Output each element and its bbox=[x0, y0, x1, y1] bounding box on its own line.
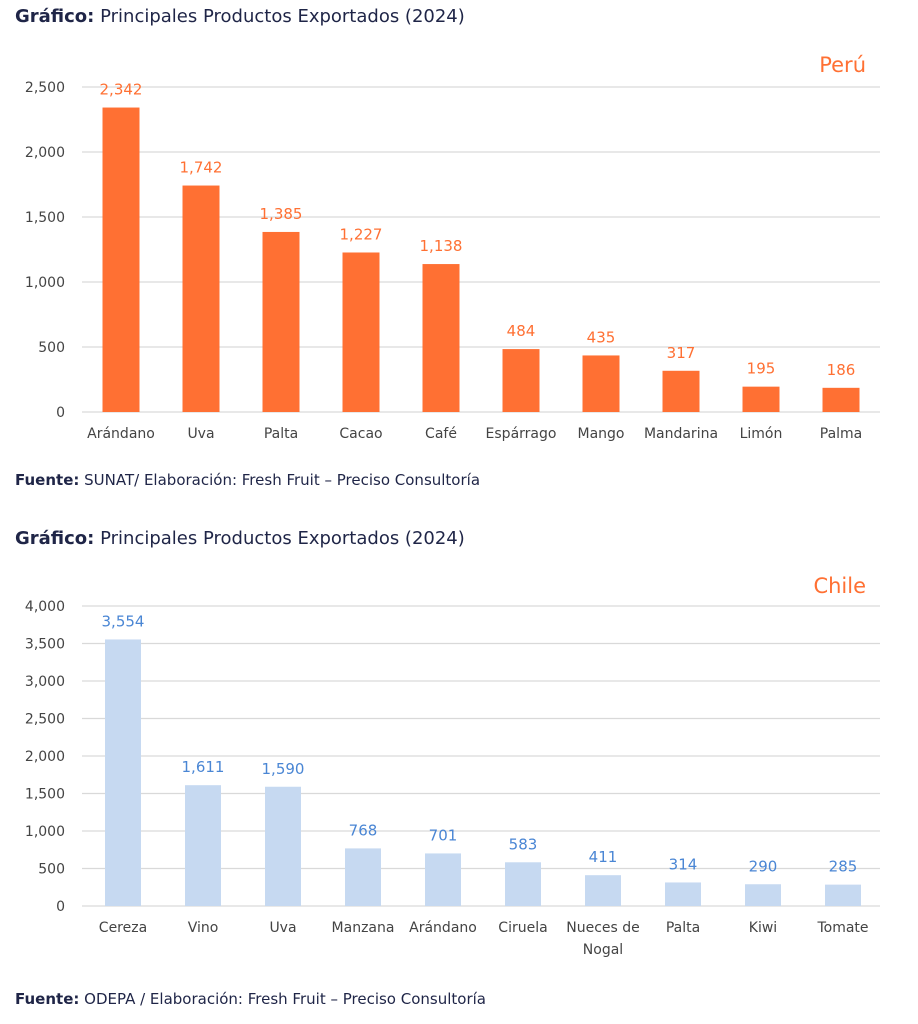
x-category-label: Nueces de bbox=[566, 920, 640, 936]
source-prefix: Fuente: bbox=[15, 990, 80, 1008]
bar bbox=[425, 853, 461, 906]
bar bbox=[502, 349, 540, 412]
bar bbox=[262, 231, 300, 412]
x-category-label: Kiwi bbox=[749, 920, 777, 936]
bar bbox=[182, 185, 220, 412]
x-category-label: Cacao bbox=[339, 426, 382, 442]
y-tick-label: 2,500 bbox=[25, 712, 65, 728]
bar bbox=[745, 884, 781, 906]
bar bbox=[342, 252, 380, 412]
x-category-label: Palma bbox=[820, 426, 863, 442]
source-text: ODEPA / Elaboración: Fresh Fruit – Preci… bbox=[84, 990, 486, 1008]
bar bbox=[742, 386, 780, 412]
x-category-label: Arándano bbox=[409, 920, 477, 936]
y-tick-label: 500 bbox=[38, 340, 65, 356]
caption-prefix: Gráfico: bbox=[15, 528, 95, 549]
chart-caption-chile: Gráfico: Principales Productos Exportado… bbox=[15, 528, 465, 549]
bar bbox=[102, 107, 140, 412]
data-label: 3,554 bbox=[102, 612, 145, 630]
data-label: 1,227 bbox=[340, 225, 383, 243]
data-label: 1,742 bbox=[180, 159, 223, 177]
x-category-label: Uva bbox=[187, 426, 214, 442]
caption-prefix: Gráfico: bbox=[15, 6, 95, 27]
x-category-label: Cereza bbox=[99, 920, 147, 936]
bar bbox=[825, 884, 861, 906]
bar bbox=[582, 355, 620, 412]
data-label: 290 bbox=[749, 857, 778, 875]
source-note-peru: Fuente: SUNAT/ Elaboración: Fresh Fruit … bbox=[15, 471, 480, 489]
y-tick-label: 2,000 bbox=[25, 749, 65, 765]
data-label: 1,138 bbox=[420, 237, 463, 255]
y-tick-label: 500 bbox=[38, 862, 65, 878]
bar-chart-peru: 0 500 1,000 1,500 2,000 2,500 Perú 2,342 Arándan… bbox=[25, 53, 880, 442]
x-category-label: Arándano bbox=[87, 426, 155, 442]
bar bbox=[665, 882, 701, 906]
x-category-label: Uva bbox=[269, 920, 296, 936]
country-label: Perú bbox=[819, 53, 866, 77]
y-tick-label: 3,500 bbox=[25, 637, 65, 653]
y-tick-label: 0 bbox=[56, 405, 65, 421]
data-label: 317 bbox=[667, 344, 696, 362]
x-category-label: Nogal bbox=[583, 942, 623, 958]
x-category-label: Mandarina bbox=[644, 426, 718, 442]
y-tick-label: 1,000 bbox=[25, 824, 65, 840]
source-text: SUNAT/ Elaboración: Fresh Fruit – Precis… bbox=[84, 471, 481, 489]
x-category-label: Café bbox=[425, 426, 457, 442]
data-label: 1,590 bbox=[262, 760, 305, 778]
chart-caption-peru: Gráfico: Principales Productos Exportado… bbox=[15, 6, 465, 27]
x-category-label: Mango bbox=[578, 426, 625, 442]
caption-title: Principales Productos Exportados (2024) bbox=[100, 528, 465, 549]
source-prefix: Fuente: bbox=[15, 471, 80, 489]
data-label: 195 bbox=[747, 360, 776, 378]
data-label: 1,611 bbox=[182, 758, 225, 776]
bar bbox=[662, 370, 700, 412]
bar bbox=[505, 862, 541, 906]
caption-title: Principales Productos Exportados (2024) bbox=[100, 6, 465, 27]
x-category-label: Vino bbox=[188, 920, 219, 936]
y-tick-label: 3,000 bbox=[25, 674, 65, 690]
bar bbox=[105, 639, 141, 906]
x-category-label: Palta bbox=[264, 426, 298, 442]
x-category-label: Limón bbox=[740, 426, 783, 442]
data-label: 1,385 bbox=[260, 205, 303, 223]
data-label: 701 bbox=[429, 826, 458, 844]
x-category-label: Ciruela bbox=[498, 920, 547, 936]
bar bbox=[422, 264, 460, 412]
data-label: 768 bbox=[349, 821, 378, 839]
data-label: 484 bbox=[507, 322, 536, 340]
y-tick-label: 1,500 bbox=[25, 210, 65, 226]
bar bbox=[265, 786, 301, 906]
country-label: Chile bbox=[813, 574, 866, 598]
data-label: 583 bbox=[509, 835, 538, 853]
y-tick-label: 2,000 bbox=[25, 145, 65, 161]
data-label: 186 bbox=[827, 361, 856, 379]
y-tick-label: 4,000 bbox=[25, 599, 65, 615]
x-category-label: Tomate bbox=[816, 920, 868, 936]
y-tick-label: 1,500 bbox=[25, 787, 65, 803]
data-label: 2,342 bbox=[100, 81, 143, 99]
bar bbox=[822, 387, 860, 412]
bar bbox=[185, 785, 221, 906]
source-note-chile: Fuente: ODEPA / Elaboración: Fresh Fruit… bbox=[15, 990, 486, 1008]
data-label: 285 bbox=[829, 858, 858, 876]
data-label: 314 bbox=[669, 855, 698, 873]
bar bbox=[585, 875, 621, 906]
y-tick-label: 2,500 bbox=[25, 80, 65, 96]
x-category-label: Manzana bbox=[332, 920, 395, 936]
data-label: 411 bbox=[589, 848, 618, 866]
bar-chart-chile: 0 500 1,000 1,500 2,000 2,500 3,000 3,500 4,000 C… bbox=[25, 574, 880, 958]
x-category-label: Palta bbox=[666, 920, 700, 936]
x-category-label: Espárrago bbox=[486, 426, 557, 442]
y-tick-label: 1,000 bbox=[25, 275, 65, 291]
y-tick-label: 0 bbox=[56, 899, 65, 915]
bar bbox=[345, 848, 381, 906]
data-label: 435 bbox=[587, 328, 616, 346]
